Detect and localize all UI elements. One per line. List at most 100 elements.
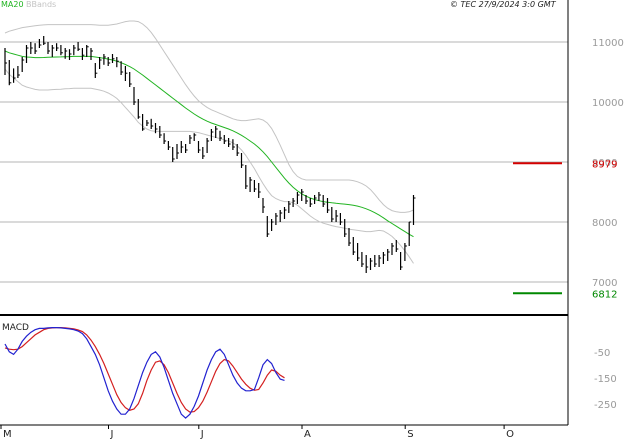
price-bar <box>38 39 42 48</box>
price-bar <box>107 57 111 66</box>
price-bar <box>17 66 20 78</box>
price-tick-label: 7000 <box>592 278 617 289</box>
price-bar <box>236 144 240 156</box>
price-bar <box>86 45 89 57</box>
price-bar <box>253 180 257 192</box>
price-bar <box>335 210 339 222</box>
price-tick-label: 8000 <box>592 218 617 229</box>
price-bar <box>137 99 141 119</box>
price-bar <box>25 45 29 63</box>
month-label: O <box>506 429 514 440</box>
price-bar <box>68 49 72 60</box>
price-bar <box>111 54 115 63</box>
price-bar <box>331 207 334 222</box>
bband-lower-line <box>4 68 414 264</box>
price-bar <box>94 63 98 78</box>
price-bar <box>408 221 412 246</box>
price-bar <box>314 195 317 204</box>
month-label: J <box>110 429 114 440</box>
price-bar <box>81 48 85 60</box>
price-bar <box>279 210 283 222</box>
price-bar <box>51 45 55 57</box>
price-bar <box>47 42 50 54</box>
price-bar <box>404 243 407 261</box>
price-bar <box>258 183 261 198</box>
price-bar <box>202 147 205 159</box>
price-bar <box>154 123 158 134</box>
price-bar <box>240 153 244 168</box>
price-tick-label: 11000 <box>592 38 624 49</box>
price-bar <box>283 207 287 219</box>
price-bar <box>34 43 38 54</box>
price-bar <box>120 61 124 75</box>
level-label-resistance: 8979 <box>592 159 617 170</box>
price-bar <box>124 66 128 81</box>
price-bar <box>150 118 154 129</box>
price-bar <box>167 141 171 150</box>
price-bar <box>185 144 188 153</box>
price-bar <box>8 60 12 86</box>
macd-tick-label: -50 <box>594 348 610 359</box>
price-bar <box>180 141 184 153</box>
price-tick-label: 10000 <box>592 98 624 109</box>
price-bar <box>400 252 403 270</box>
macd-tick-label: -250 <box>594 400 617 411</box>
price-bar <box>43 36 46 45</box>
price-bar <box>206 138 210 153</box>
price-bar <box>374 255 377 267</box>
price-bar <box>271 219 274 231</box>
price-bar <box>301 189 304 201</box>
level-label-support: 6812 <box>592 289 617 300</box>
price-bar <box>215 126 218 138</box>
price-bar <box>223 135 227 144</box>
price-bar <box>249 177 253 192</box>
price-bar <box>326 198 330 213</box>
price-bar <box>288 201 291 213</box>
price-bar <box>339 213 343 225</box>
copyright-text: © TEC 27/9/2024 3:0 GMT <box>450 0 556 9</box>
month-label: M <box>3 429 12 440</box>
price-bar <box>55 43 59 51</box>
price-bar <box>412 195 416 225</box>
price-bar <box>219 130 222 141</box>
price-bar <box>133 87 136 105</box>
month-label: S <box>407 429 413 440</box>
price-bar <box>262 198 265 213</box>
price-bar <box>197 141 201 153</box>
price-bar <box>245 165 248 189</box>
price-bar <box>210 129 214 141</box>
price-bar <box>73 45 76 56</box>
price-bar <box>189 135 192 144</box>
price-bar <box>116 57 119 68</box>
price-bar <box>77 42 81 51</box>
price-bar <box>266 216 270 237</box>
price-bar <box>275 213 278 225</box>
price-bar <box>129 72 132 87</box>
macd-signal-line <box>4 327 285 413</box>
price-bar <box>176 144 179 159</box>
month-label: J <box>200 429 204 440</box>
price-bar <box>387 249 390 261</box>
price-bar <box>292 198 296 207</box>
price-bar <box>232 139 235 150</box>
price-bar <box>322 195 326 207</box>
price-bar <box>159 126 162 138</box>
price-bar <box>228 138 231 147</box>
price-bar <box>348 228 351 246</box>
price-bar <box>391 243 394 255</box>
price-bar <box>382 252 386 264</box>
macd-tick-label: -150 <box>594 374 617 385</box>
price-bar <box>4 48 7 75</box>
price-bar <box>193 133 197 141</box>
price-bar <box>378 255 382 267</box>
price-bar <box>90 48 93 60</box>
price-bar <box>30 42 33 54</box>
macd-line <box>4 327 285 419</box>
price-bar <box>163 133 167 144</box>
price-bar <box>357 243 360 261</box>
price-bar <box>172 147 175 162</box>
price-bar <box>309 198 313 207</box>
price-bar <box>305 195 308 204</box>
price-bar <box>21 57 25 72</box>
